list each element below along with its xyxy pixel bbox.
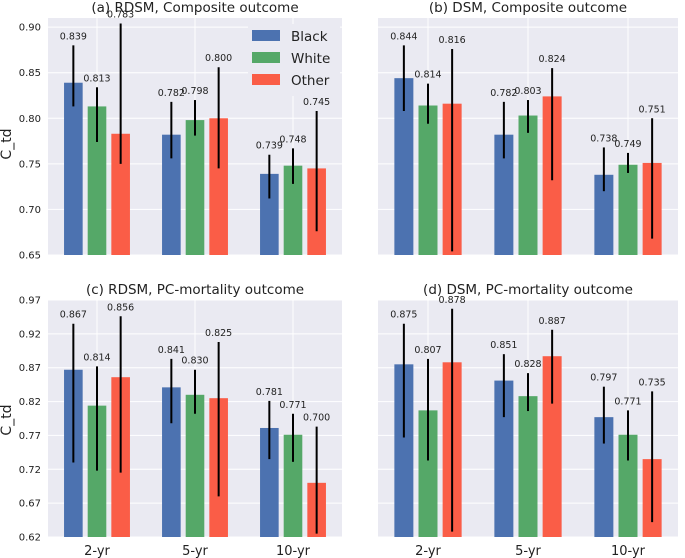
bar <box>418 105 438 255</box>
data-label: 0.841 <box>158 345 185 356</box>
y-tick-label: 0.67 <box>19 499 41 510</box>
data-label: 0.830 <box>181 356 208 367</box>
y-tick-label: 0.82 <box>19 397 41 408</box>
data-label: 0.803 <box>514 86 541 97</box>
data-label: 0.781 <box>256 387 283 398</box>
bar <box>283 434 303 537</box>
chart-panel: 0.62 0.67 0.72 0.77 0.82 0.87 0.92 0.97 0.867 0.8… <box>19 282 342 558</box>
data-label: 0.825 <box>205 328 232 339</box>
data-label: 0.813 <box>83 73 110 84</box>
data-label: 0.824 <box>539 54 566 65</box>
bar <box>618 434 638 537</box>
y-tick-label: 0.65 <box>19 251 41 262</box>
data-label: 0.782 <box>158 88 185 99</box>
x-tick-label: 10-yr <box>611 544 646 558</box>
data-label: 0.748 <box>279 134 306 145</box>
y-tick-label: 0.87 <box>19 363 41 374</box>
data-label: 0.797 <box>590 373 617 384</box>
y-axis-label-bottom: C_td <box>0 404 15 435</box>
bar <box>418 410 438 537</box>
bar <box>64 82 83 255</box>
data-label: 0.700 <box>303 413 330 424</box>
data-label: 0.814 <box>83 352 110 363</box>
bar <box>394 78 414 256</box>
bar <box>185 120 205 255</box>
y-tick-label: 0.75 <box>19 159 41 170</box>
bar <box>494 380 514 537</box>
legend-swatch <box>252 74 280 85</box>
data-label: 0.771 <box>279 400 306 411</box>
x-tick-label: 10-yr <box>276 544 311 558</box>
y-tick-label: 0.90 <box>19 23 41 34</box>
bar <box>394 364 414 537</box>
legend-label: Other <box>291 73 330 89</box>
y-tick-label: 0.85 <box>19 68 41 79</box>
bar <box>594 174 614 255</box>
bar <box>87 405 107 537</box>
y-tick-label: 0.70 <box>19 205 41 216</box>
legend: Black White Other <box>248 24 340 96</box>
y-tick-label: 0.72 <box>19 465 41 476</box>
data-label: 0.798 <box>181 86 208 97</box>
x-tick-label: 5-yr <box>182 544 208 558</box>
data-label: 0.738 <box>590 133 617 144</box>
data-label: 0.739 <box>256 141 283 152</box>
chart-panel: 0.875 0.851 0.797 0.807 0.828 0.771 0.878 0.887… <box>378 282 678 558</box>
x-tick-label: 2-yr <box>415 544 441 558</box>
data-label: 0.735 <box>639 377 666 388</box>
data-label: 0.839 <box>60 31 87 42</box>
legend-label: Black <box>291 29 328 45</box>
chart-title: (b) DSM, Composite outcome <box>429 0 627 16</box>
data-label: 0.771 <box>614 396 641 407</box>
bar <box>283 165 303 255</box>
bar <box>260 173 279 255</box>
data-label: 0.783 <box>107 9 134 20</box>
data-label: 0.867 <box>60 310 87 321</box>
data-label: 0.875 <box>390 310 417 321</box>
data-label: 0.844 <box>390 31 417 42</box>
x-tick-label: 2-yr <box>84 544 110 558</box>
data-label: 0.878 <box>439 295 466 306</box>
x-tick-label: 5-yr <box>515 544 541 558</box>
bar <box>87 106 107 256</box>
data-label: 0.816 <box>439 35 466 46</box>
y-tick-label: 0.80 <box>19 114 41 125</box>
data-label: 0.828 <box>514 359 541 370</box>
bar <box>162 387 181 537</box>
y-tick-label: 0.92 <box>19 329 41 340</box>
bar <box>260 427 279 537</box>
data-label: 0.745 <box>303 97 330 108</box>
bar <box>594 417 614 537</box>
bar <box>185 394 205 537</box>
y-tick-label: 0.62 <box>19 533 41 544</box>
bar <box>542 356 562 537</box>
bar <box>111 133 130 255</box>
data-label: 0.807 <box>414 345 441 356</box>
data-label: 0.814 <box>414 70 441 81</box>
data-label: 0.856 <box>107 302 134 313</box>
bar <box>209 118 228 256</box>
data-label: 0.751 <box>639 104 666 115</box>
bar <box>518 115 538 256</box>
legend-swatch <box>252 30 280 41</box>
chart-title: (a) RDSM, Composite outcome <box>91 0 298 16</box>
data-label: 0.782 <box>490 88 517 99</box>
bar <box>162 134 181 255</box>
legend-swatch <box>252 52 280 63</box>
bar <box>494 134 514 255</box>
legend-label: White <box>291 51 330 67</box>
bar <box>618 164 638 255</box>
data-label: 0.800 <box>205 53 232 64</box>
y-tick-label: 0.97 <box>19 296 41 307</box>
y-axis-label-top: C_td <box>0 128 15 159</box>
y-tick-label: 0.77 <box>19 431 41 442</box>
chart-panel: 0.844 0.782 0.738 0.814 0.803 0.749 0.816 0.824… <box>378 0 678 256</box>
chart-title: (d) DSM, PC-mortality outcome <box>423 282 633 298</box>
data-label: 0.749 <box>614 139 641 150</box>
chart-title: (c) RDSM, PC-mortality outcome <box>86 282 304 298</box>
data-label: 0.887 <box>539 316 566 327</box>
data-label: 0.851 <box>490 340 517 351</box>
bar <box>518 396 538 537</box>
